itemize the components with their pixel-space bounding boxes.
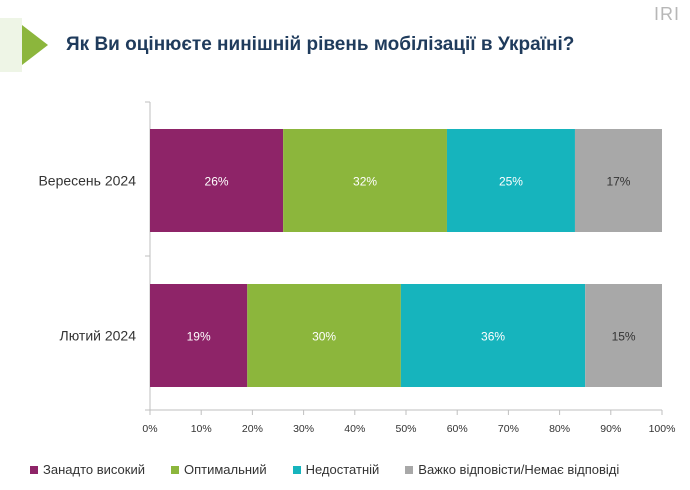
data-label: 17% <box>606 175 630 189</box>
x-tick-label: 50% <box>395 423 416 435</box>
legend-label: Важко відповісти/Немає відповіді <box>418 462 620 477</box>
legend-label: Недостатній <box>305 462 380 477</box>
bar-segment <box>574 129 662 232</box>
data-label: 25% <box>499 175 523 189</box>
legend-swatch <box>292 465 301 474</box>
x-tick-label: 20% <box>242 423 263 435</box>
x-tick-label: 60% <box>447 423 468 435</box>
legend-swatch <box>30 465 38 474</box>
x-tick-label: 30% <box>293 423 314 435</box>
page-title: Як Ви оцінюєте нинішній рівень мобілізац… <box>66 34 575 55</box>
x-tick-label: 70% <box>498 423 519 435</box>
x-tick-label: 90% <box>600 423 621 435</box>
bar-segment <box>283 129 447 232</box>
x-tick-label: 0% <box>142 423 157 435</box>
bar-segment <box>446 129 575 232</box>
data-label: 30% <box>312 330 336 344</box>
arrow-icon <box>22 25 48 65</box>
x-tick-label: 100% <box>649 423 676 435</box>
chart-legend: Занадто високий Оптимальний Недостатній Важ… <box>30 462 619 477</box>
data-label: 15% <box>612 330 636 344</box>
legend-item: Оптимальний <box>170 462 267 477</box>
data-label: 19% <box>187 330 211 344</box>
category-label: Вересень 2024 <box>38 173 136 189</box>
bar-segment <box>247 284 401 387</box>
legend-label: Оптимальний <box>183 462 267 477</box>
data-label: 36% <box>481 330 505 344</box>
category-label: Лютий 2024 <box>60 328 137 344</box>
legend-item: Важко відповісти/Немає відповіді <box>405 462 619 477</box>
x-tick-label: 10% <box>191 423 212 435</box>
brand-logo: IRI <box>653 4 680 24</box>
x-tick-label: 40% <box>344 423 365 435</box>
data-label: 32% <box>353 175 377 189</box>
legend-label: Занадто високий <box>43 462 145 477</box>
bar-segment <box>150 284 248 387</box>
bar-segment <box>585 284 662 387</box>
bar-segment <box>400 284 586 387</box>
legend-item: Занадто високий <box>30 462 145 477</box>
data-label: 26% <box>205 175 229 189</box>
header-accent-band <box>0 18 22 72</box>
x-tick-label: 80% <box>549 423 570 435</box>
bar-segment <box>150 129 284 232</box>
legend-swatch <box>405 465 414 474</box>
legend-item: Недостатній <box>292 462 380 477</box>
legend-swatch <box>170 465 179 474</box>
